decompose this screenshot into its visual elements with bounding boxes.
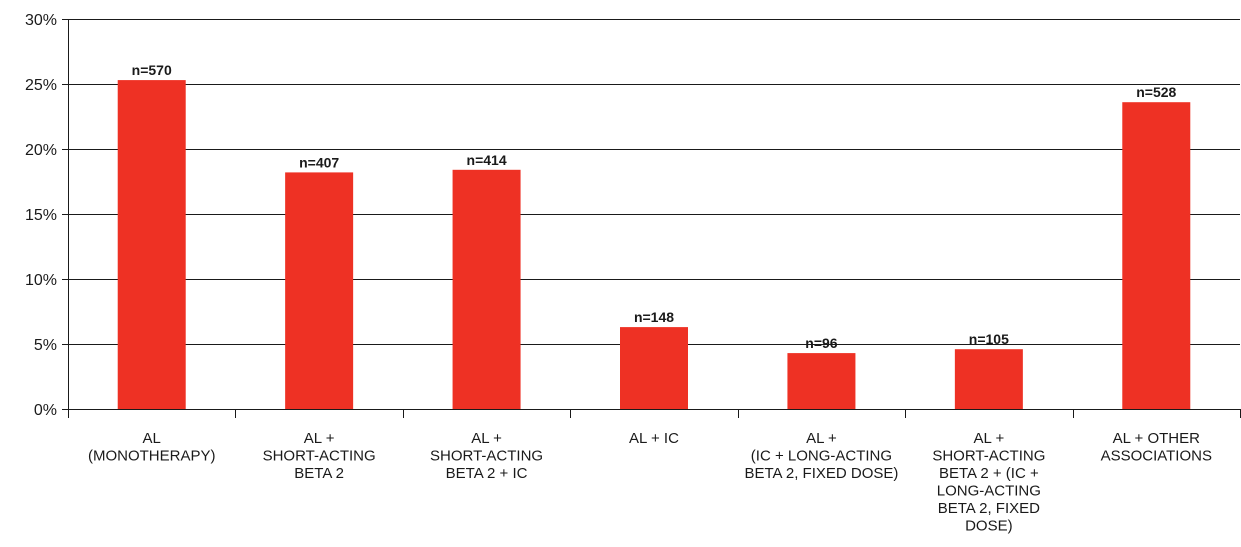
bars xyxy=(117,80,1191,409)
bar xyxy=(285,172,354,409)
bar xyxy=(452,169,521,409)
x-category-label: (MONOTHERAPY) xyxy=(88,448,216,465)
x-category-label: SHORT-ACTING xyxy=(263,448,376,465)
x-category-label: AL xyxy=(143,430,161,447)
x-category-label: (IC + LONG-ACTING xyxy=(751,448,892,465)
gridlines xyxy=(62,19,1240,410)
y-tick-label: 0% xyxy=(34,402,57,419)
data-label: n=105 xyxy=(969,331,1009,347)
y-tick-label: 15% xyxy=(25,207,57,224)
x-category-label: AL + xyxy=(973,430,1004,447)
x-category-label: BETA 2, FIXED xyxy=(938,500,1040,517)
x-category-label: DOSE) xyxy=(965,518,1013,535)
bar xyxy=(1122,102,1191,409)
data-label: n=96 xyxy=(805,335,838,351)
x-category-label: AL + xyxy=(471,430,502,447)
data-label: n=570 xyxy=(132,62,172,78)
data-label: n=407 xyxy=(299,154,339,170)
x-category-label: LONG-ACTING xyxy=(937,483,1041,500)
x-category-label: BETA 2 + (IC + xyxy=(939,465,1039,482)
axes xyxy=(68,19,1241,418)
data-label: n=528 xyxy=(1136,84,1176,100)
x-category-label: SHORT-ACTING xyxy=(430,448,543,465)
bar xyxy=(620,327,688,409)
x-category-label: AL + xyxy=(304,430,335,447)
bar xyxy=(787,353,856,409)
y-tick-label: 5% xyxy=(34,337,57,354)
y-tick-label: 10% xyxy=(25,272,57,289)
data-label: n=148 xyxy=(634,309,674,325)
bar xyxy=(954,349,1023,409)
y-tick-label: 20% xyxy=(25,142,57,159)
x-category-label: BETA 2, FIXED DOSE) xyxy=(744,465,898,482)
x-category-label: BETA 2 xyxy=(294,465,344,482)
bar xyxy=(117,80,186,409)
x-category-label: BETA 2 + IC xyxy=(446,465,528,482)
x-category-label: ASSOCIATIONS xyxy=(1101,448,1212,465)
y-tick-label: 25% xyxy=(25,77,57,94)
x-category-label: AL + IC xyxy=(629,430,679,447)
x-category-label: AL + xyxy=(806,430,837,447)
labels: 0% 5% 10% 15% 20% 25% 30% n=570 AL(MONOTHERAPY) n… xyxy=(25,12,1212,535)
x-category-label: AL + OTHER xyxy=(1113,430,1201,447)
x-category-label: SHORT-ACTING xyxy=(932,448,1045,465)
y-tick-label: 30% xyxy=(25,12,57,29)
data-label: n=414 xyxy=(467,152,507,168)
